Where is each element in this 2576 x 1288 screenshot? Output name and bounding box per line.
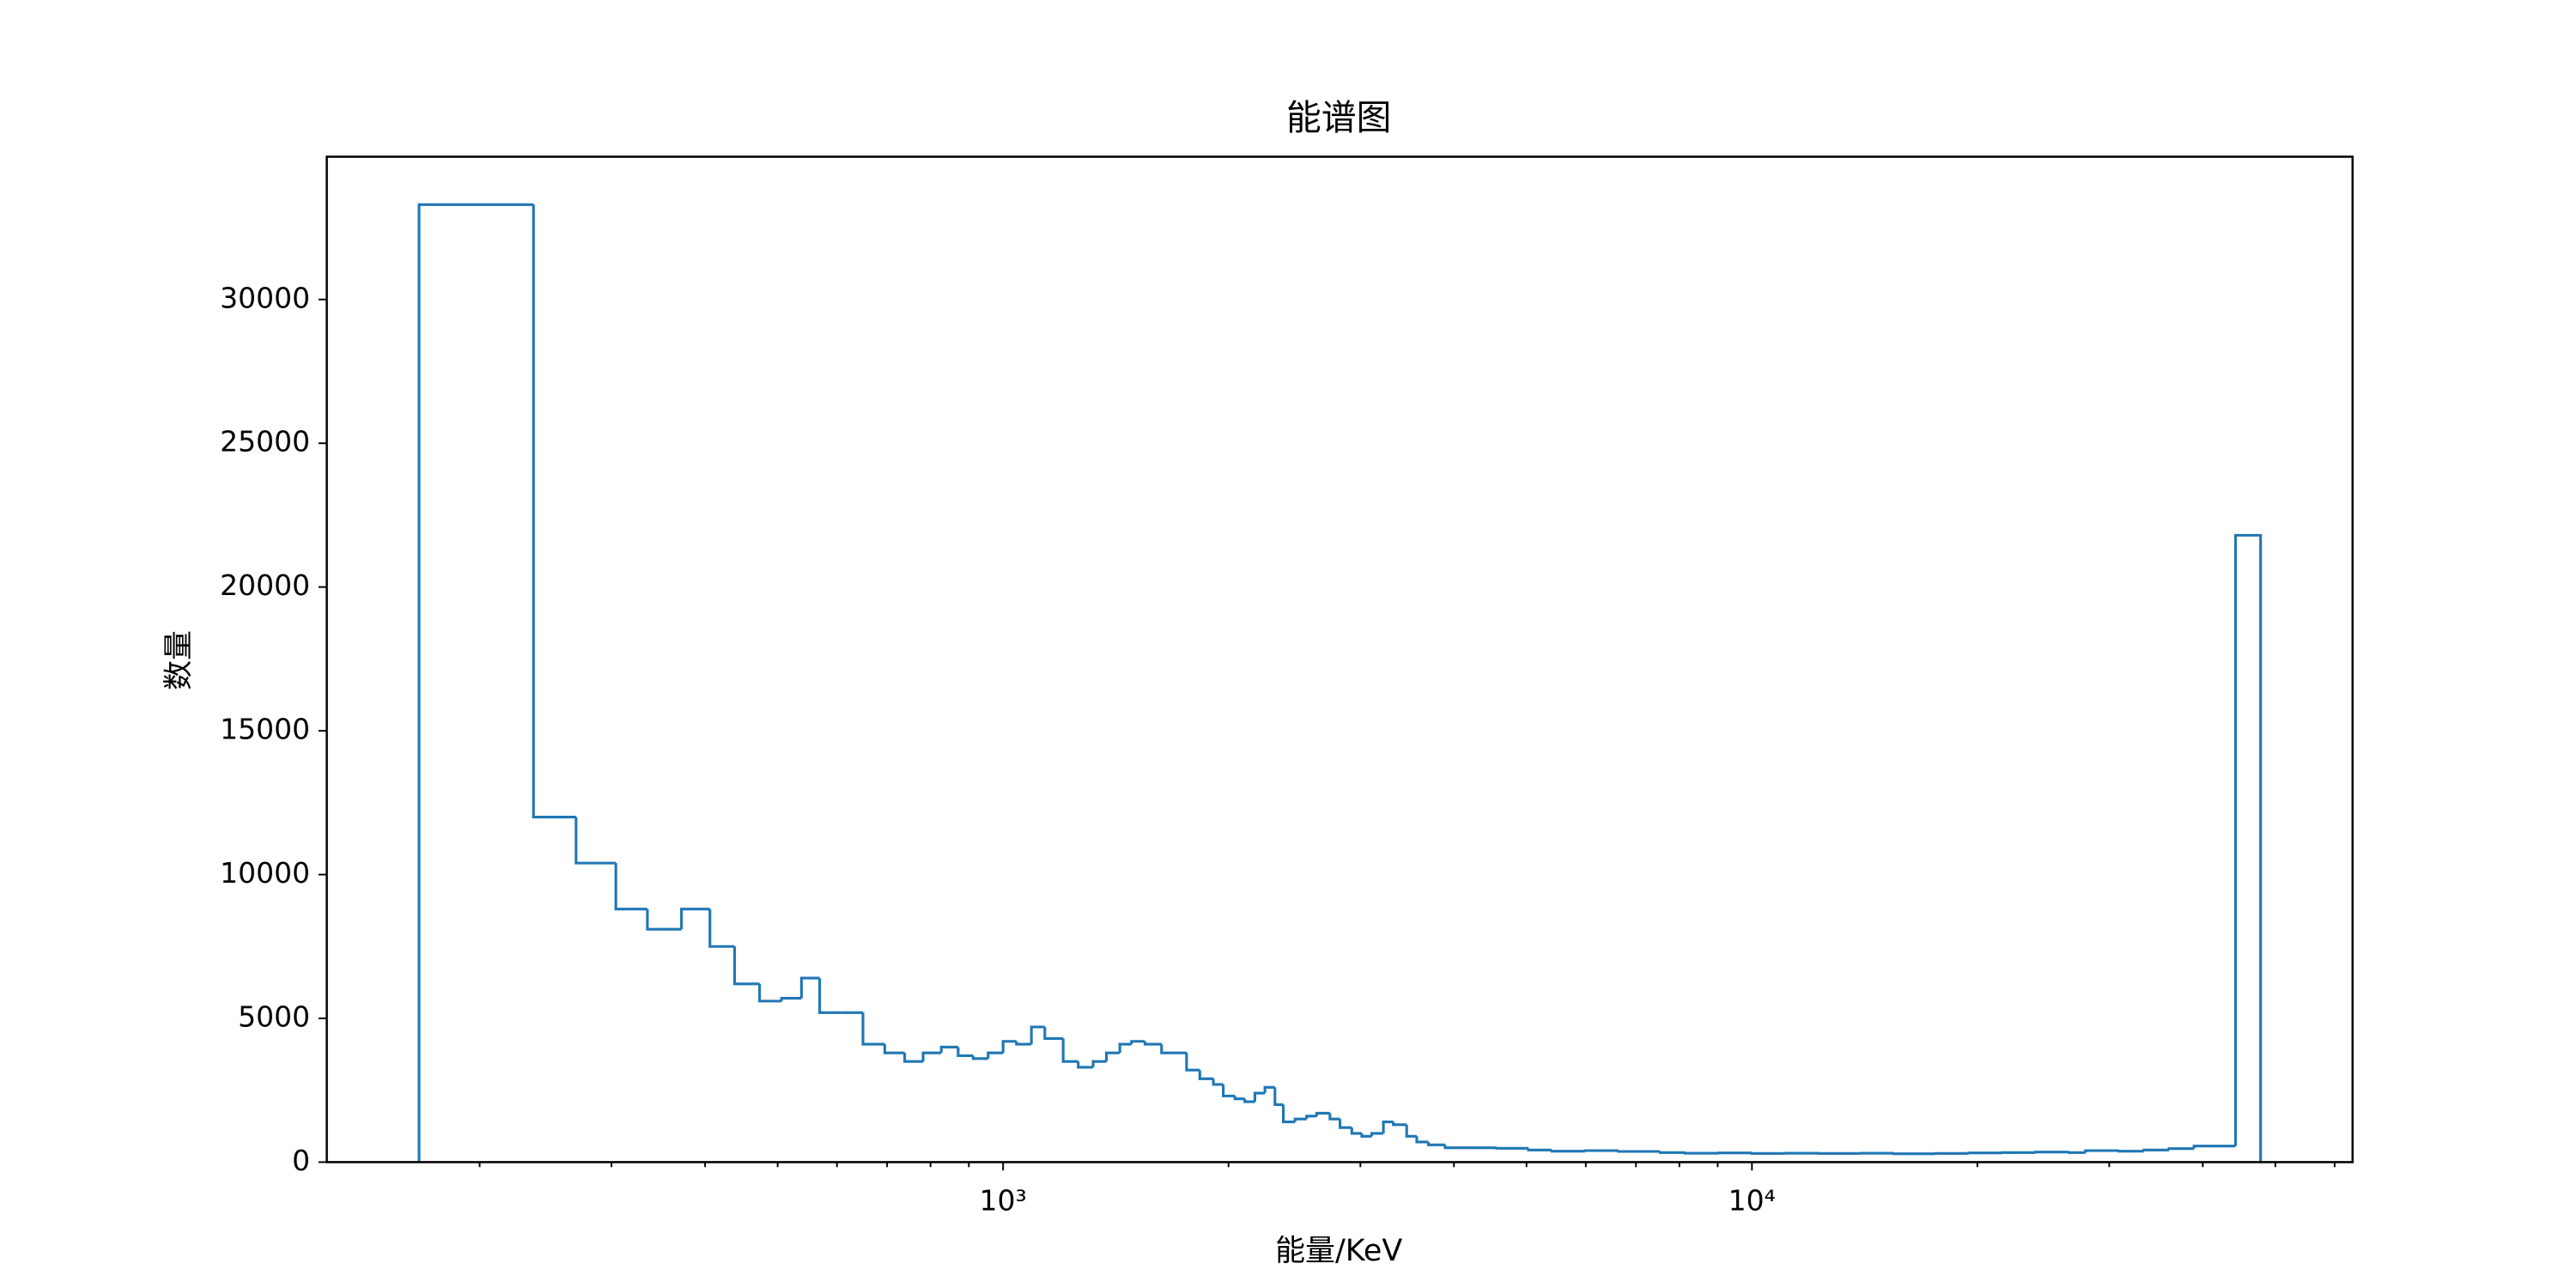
histogram-bin	[883, 1044, 905, 1054]
histogram-bin	[1392, 1121, 1407, 1127]
histogram-bin	[758, 983, 782, 1003]
histogram-bin	[1212, 1078, 1224, 1086]
histogram-bin	[957, 1047, 974, 1058]
histogram-bin	[1222, 1084, 1236, 1097]
y-tick-label: 10000	[220, 856, 310, 890]
histogram-bin	[1091, 1060, 1107, 1067]
histogram-bin	[1185, 1053, 1200, 1072]
histogram-bin	[1415, 1136, 1429, 1144]
histogram-bin	[1130, 1040, 1145, 1045]
plot-frame	[325, 155, 2354, 1163]
y-axis-label: 数量	[162, 630, 197, 690]
histogram-bin	[861, 1012, 885, 1046]
histogram-bin	[1658, 1151, 1686, 1154]
histogram-bin	[1527, 1148, 1552, 1151]
y-tick-label: 30000	[220, 281, 310, 314]
histogram-bin	[1893, 1152, 1935, 1156]
histogram-bin	[1160, 1044, 1187, 1054]
y-tick-label: 20000	[220, 568, 310, 602]
histogram-bin	[1967, 1151, 2002, 1155]
histogram-bin	[2067, 1151, 2086, 1154]
histogram-bin	[1273, 1087, 1284, 1106]
histogram-bin	[1263, 1085, 1275, 1094]
histogram-bin	[1293, 1117, 1307, 1122]
y-tick-label: 15000	[220, 713, 310, 746]
histogram-bin	[417, 203, 534, 1163]
histogram-bin	[1118, 1042, 1132, 1054]
histogram-bin	[1233, 1096, 1245, 1101]
histogram-bin	[903, 1053, 924, 1063]
histogram-bin	[987, 1051, 1004, 1059]
histogram-bin	[1360, 1133, 1372, 1138]
histogram-bin	[780, 996, 802, 1001]
histogram-bin	[1315, 1111, 1330, 1116]
x-tick-label: 10⁴	[1728, 1184, 1776, 1218]
histogram-bin	[1382, 1120, 1394, 1133]
histogram-bin	[1443, 1145, 1457, 1150]
chart-title: 能谱图	[1286, 97, 1391, 138]
histogram-bin	[532, 204, 576, 819]
y-tick-label: 5000	[238, 999, 310, 1033]
histogram-bin	[921, 1051, 942, 1062]
histogram-bin	[708, 908, 735, 948]
histogram-bin	[1328, 1113, 1340, 1121]
histogram-bin	[680, 908, 710, 930]
histogram-bin	[614, 863, 647, 911]
histogram-bin	[1405, 1124, 1417, 1138]
histogram-bin	[971, 1055, 988, 1060]
histogram-bin	[1030, 1025, 1045, 1045]
histogram-bin	[1750, 1151, 1786, 1155]
histogram-bin	[1043, 1027, 1064, 1040]
histogram-bin	[2233, 533, 2263, 1163]
histogram-bin	[646, 908, 682, 931]
histogram-bin	[1001, 1040, 1017, 1054]
histogram-bin	[818, 978, 841, 1014]
histogram-bin	[1550, 1150, 1586, 1153]
histogram-bin	[1281, 1104, 1296, 1124]
histogram-bin	[799, 976, 820, 999]
histogram-bin	[2142, 1148, 2170, 1151]
histogram-bin	[1370, 1132, 1384, 1137]
x-axis-label: 能量/KeV	[1275, 1234, 1402, 1268]
x-tick-label: 10³	[980, 1184, 1027, 1218]
histogram-bin	[2033, 1151, 2069, 1154]
histogram-bin	[1243, 1098, 1255, 1103]
histogram-bin	[1104, 1051, 1121, 1062]
histogram-bin	[1061, 1038, 1078, 1063]
histogram-bin	[2167, 1147, 2195, 1151]
histogram-bin	[574, 817, 617, 865]
y-tick-label: 0	[292, 1144, 310, 1177]
histogram-bin	[1339, 1119, 1352, 1129]
histogram-bin	[1253, 1091, 1266, 1103]
histogram-bin	[732, 946, 760, 986]
histogram-bin	[1426, 1141, 1445, 1146]
histogram-bin	[1350, 1127, 1362, 1135]
histogram-bin	[1198, 1070, 1214, 1080]
histogram-bin	[2084, 1149, 2119, 1153]
histogram-bin	[939, 1045, 958, 1054]
histogram-bin	[1684, 1151, 1719, 1155]
histogram-bin	[1077, 1061, 1094, 1069]
histogram-bin	[1143, 1041, 1162, 1046]
histogram-bin	[1015, 1041, 1032, 1046]
y-tick-label: 25000	[220, 425, 310, 459]
histogram-bin	[2192, 1145, 2236, 1149]
histogram-bin	[1305, 1115, 1317, 1120]
histogram-bin	[1495, 1146, 1529, 1150]
